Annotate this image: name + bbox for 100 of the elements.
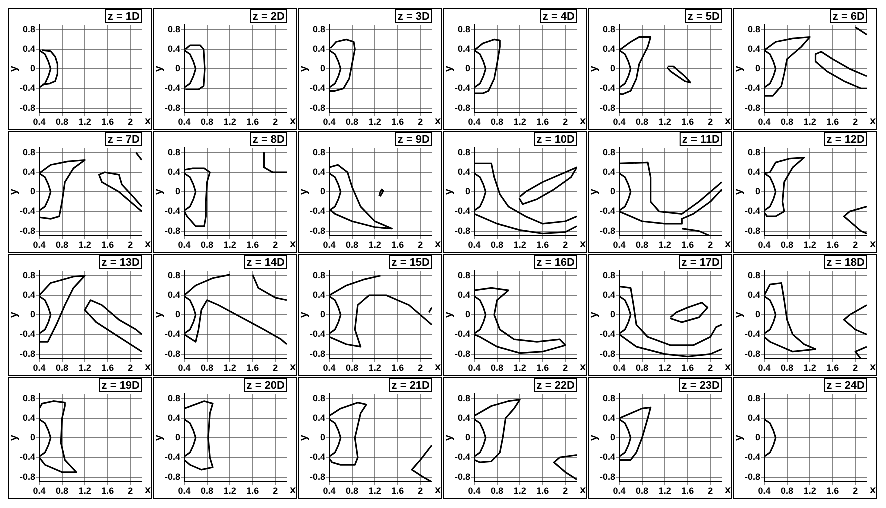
x-axis-title: x [145,362,152,374]
y-tick-label: -0.4 [164,206,181,216]
x-axis-title: x [580,238,587,251]
x-tick-label: 2 [128,363,134,374]
x-tick-label: 1.2 [514,117,526,128]
y-tick-label: -0.8 [600,102,616,113]
y-axis-title: y [443,311,456,318]
x-tick-label: 1.6 [246,486,260,496]
x-axis-title: x [290,238,297,251]
y-axis-title: y [298,434,310,442]
x-tick-label: 1.2 [78,240,92,250]
x-axis-title: x [435,116,442,128]
y-tick-label: -0.8 [744,102,761,113]
x-tick-label: 1.6 [826,363,840,374]
y-tick-label: -0.8 [454,102,471,113]
y-tick-label: 0 [755,310,761,320]
y-axis-title: y [733,188,746,196]
y-tick-label: 0.8 [602,393,616,404]
x-axis-title: x [145,484,152,497]
x-tick-label: 0.8 [781,240,794,250]
y-tick-label: 0 [320,186,326,197]
y-tick-label: -0.8 [744,472,761,482]
y-tick-label: 0.4 [748,412,761,423]
x-tick-label: 1.2 [368,486,382,496]
chart-title: z = 12D [826,134,866,146]
x-tick-label: 1.2 [658,240,672,250]
y-tick-label: -0.8 [744,226,761,236]
chart-title: z = 17D [682,257,720,270]
y-tick-label: -0.8 [20,226,36,236]
x-tick-label: 2 [418,363,424,374]
x-tick-label: 2 [853,117,858,128]
x-tick-label: 1.6 [682,117,694,128]
y-tick-label: 0.4 [168,290,181,300]
x-tick-label: 2 [708,363,714,374]
x-tick-label: 2 [708,117,714,128]
x-tick-label: 0.8 [201,486,214,496]
x-tick-label: 1.2 [368,363,382,374]
y-tick-label: 0.8 [168,270,181,280]
y-tick-label: -0.8 [310,472,326,482]
y-tick-label: 0 [465,186,471,197]
y-tick-label: 0.4 [312,44,326,54]
chart-title: z = 9D [398,134,430,146]
x-axis-title: x [580,116,587,128]
x-tick-label: 2 [563,240,568,250]
y-tick-label: -0.4 [600,206,616,216]
y-tick-label: -0.4 [164,83,181,94]
y-tick-label: 0.4 [312,290,326,300]
chart-title: z = 2D [252,11,286,24]
y-tick-label: -0.8 [20,102,36,113]
chart-title: z = 3D [398,11,430,24]
y-tick-label: 0.8 [602,24,616,34]
x-tick-label: 1.2 [224,486,236,496]
x-tick-label: 0.8 [346,240,359,250]
x-tick-label: 1.6 [536,486,550,496]
y-tick-label: -0.8 [454,348,471,359]
x-tick-label: 2 [708,240,714,250]
y-tick-label: 0.8 [458,393,471,404]
y-tick-label: -0.4 [744,452,761,462]
y-axis-title: y [153,311,166,318]
x-tick-label: 0.8 [56,117,69,128]
y-axis-title: y [588,311,600,318]
x-axis-title: x [145,116,152,128]
y-tick-label: 0.8 [312,270,326,280]
y-tick-label: -0.4 [454,206,471,216]
y-tick-label: 0.4 [168,166,181,177]
x-tick-label: 1.6 [682,486,694,496]
y-axis-title: y [588,434,600,442]
y-axis-title: y [298,188,310,196]
y-tick-label: 0 [465,432,471,443]
y-tick-label: 0 [320,310,326,320]
y-axis-title: y [733,311,746,318]
chart-title: z = 24D [826,380,866,392]
x-tick-label: 1.2 [658,363,672,374]
y-tick-label: -0.8 [310,226,326,236]
y-tick-label: 0 [30,432,36,443]
x-axis-title: x [580,362,587,374]
y-tick-label: -0.4 [310,83,326,94]
x-tick-label: 0.8 [201,240,214,250]
y-tick-label: 0.4 [602,166,616,177]
y-tick-label: 0.8 [458,270,471,280]
x-tick-label: 1.6 [392,363,404,374]
y-tick-label: 0 [610,64,616,74]
chart-title: z = 6D [832,11,866,24]
x-tick-label: 1.2 [514,486,526,496]
x-tick-label: 1.2 [224,117,236,128]
y-tick-label: -0.8 [454,472,471,482]
y-tick-label: 0.4 [22,290,36,300]
y-tick-label: 0 [30,186,36,197]
x-axis-title: x [290,362,297,374]
y-tick-label: -0.4 [20,452,36,462]
y-tick-label: 0 [175,186,181,197]
y-tick-label: 0.4 [748,166,761,177]
y-tick-label: 0 [465,64,471,74]
x-tick-label: 0.8 [636,240,649,250]
chart-title: z = 5D [688,11,720,24]
y-tick-label: 0.4 [458,412,471,423]
x-tick-label: 1.6 [102,117,114,128]
y-tick-label: 0.8 [458,147,471,158]
y-tick-label: -0.4 [310,329,326,340]
y-tick-label: -0.4 [310,206,326,216]
